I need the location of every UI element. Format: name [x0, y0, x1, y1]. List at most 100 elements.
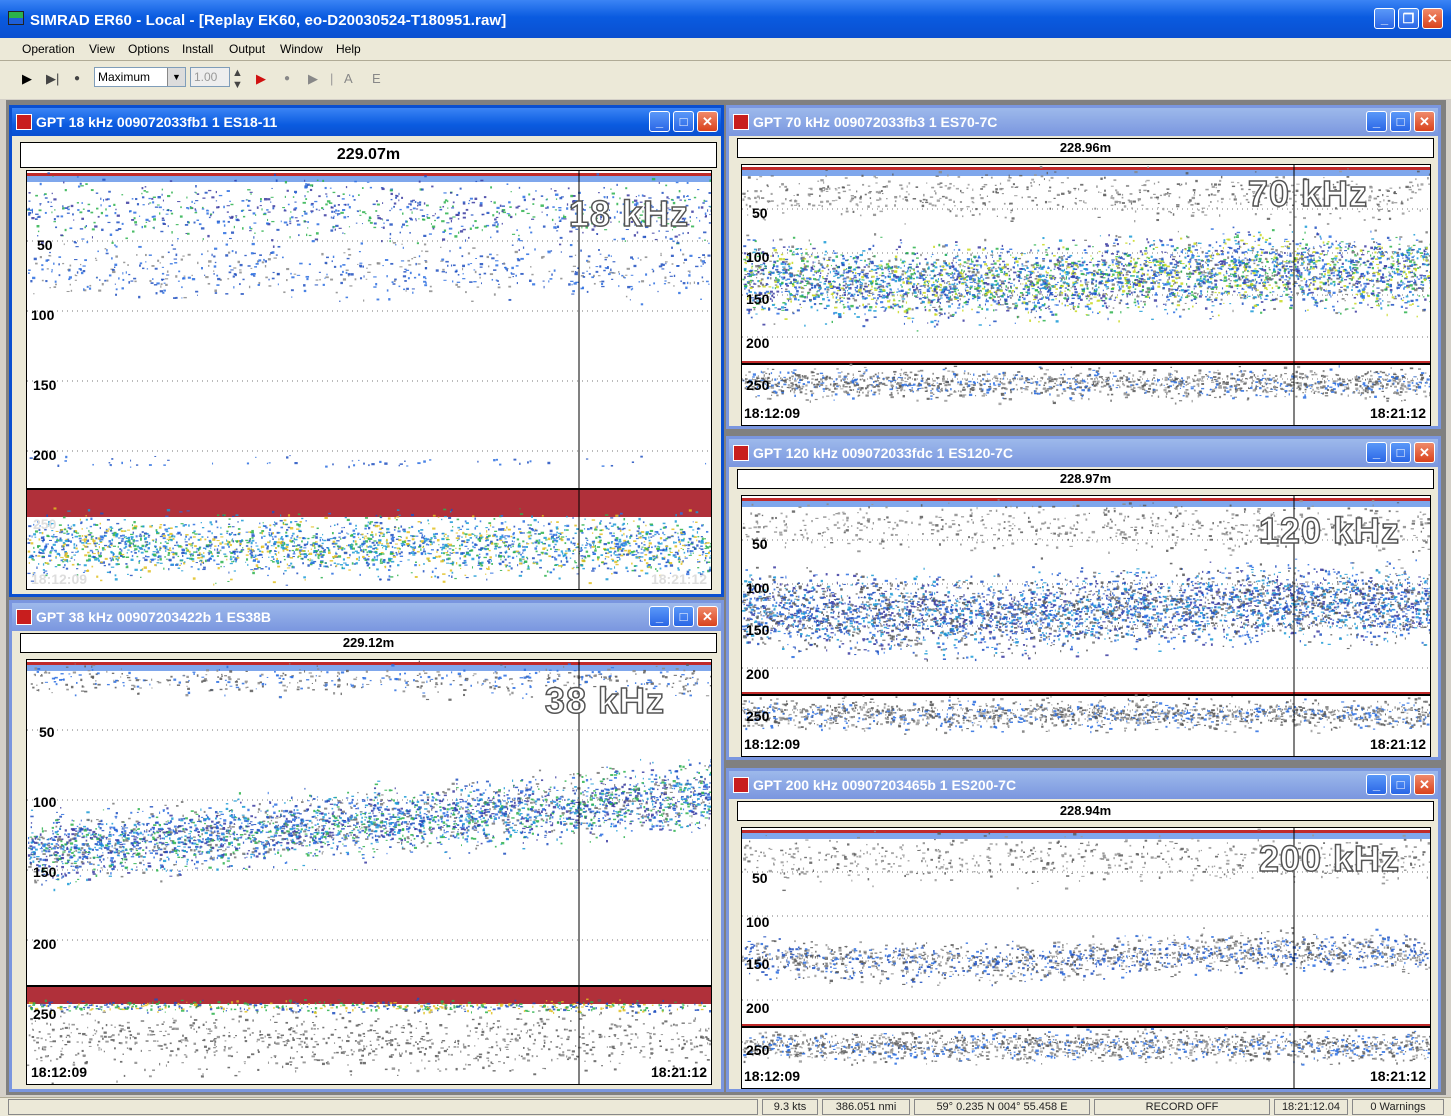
play-icon[interactable]: ▶	[22, 71, 32, 87]
depth-tick-label: 150	[746, 956, 769, 972]
menu-view[interactable]: View	[89, 42, 115, 56]
window-title-bar: GPT 200 kHz 00907203465b 1 ES200-7C _ □ …	[729, 771, 1438, 799]
end-time-label: 18:21:12	[1370, 405, 1426, 421]
depth-tick-label: 150	[33, 377, 56, 393]
window-controls: _ □ ✕	[1366, 774, 1435, 795]
echogram-canvas[interactable]: 200 kHz 50 100 150 200 250 18:12:09 18:2…	[741, 827, 1431, 1089]
restore-icon[interactable]: ❐	[1398, 8, 1419, 29]
maximize-icon[interactable]: □	[1390, 111, 1411, 132]
menu-output[interactable]: Output	[229, 42, 265, 56]
chevron-down-icon[interactable]: ▼	[167, 68, 185, 86]
depth-tick-label: 150	[746, 622, 769, 638]
close-icon[interactable]: ✕	[1414, 774, 1435, 795]
window-title-bar: GPT 120 kHz 009072033fdc 1 ES120-7C _ □ …	[729, 439, 1438, 467]
window-title: GPT 38 kHz 00907203422b 1 ES38B	[36, 609, 271, 625]
depth-tick-label: 150	[746, 291, 769, 307]
echogram-canvas[interactable]: 38 kHz 50 100 150 200 250 18:12:09 18:21…	[26, 659, 712, 1085]
pause-dot-icon[interactable]: ●	[284, 73, 290, 84]
echogram-canvas[interactable]: 70 kHz 50 100 150 200 250 18:12:09 18:21…	[741, 164, 1431, 426]
mdi-workspace: GPT 18 kHz 009072033fb1 1 ES18-11 _ □ ✕ …	[6, 100, 1446, 1095]
app-window-controls: _ ❐ ✕	[1374, 8, 1443, 29]
frequency-watermark: 18 kHz	[569, 193, 689, 235]
minimize-icon[interactable]: _	[1366, 774, 1387, 795]
frequency-watermark: 200 kHz	[1259, 838, 1400, 880]
end-time-label: 18:21:12	[1370, 1068, 1426, 1084]
close-icon[interactable]: ✕	[1414, 442, 1435, 463]
menu-help[interactable]: Help	[336, 42, 361, 56]
mode-select-value: Maximum	[98, 70, 150, 84]
depth-tick-label: 200	[746, 1000, 769, 1016]
mode-select[interactable]: Maximum ▼	[94, 67, 186, 87]
window-controls: _ □ ✕	[1366, 111, 1435, 132]
maximize-icon[interactable]: □	[1390, 442, 1411, 463]
window-title-bar: GPT 70 kHz 009072033fb3 1 ES70-7C _ □ ✕	[729, 108, 1438, 136]
depth-tick-label: 100	[746, 249, 769, 265]
simrad-window-icon	[733, 777, 749, 793]
end-time-label: 18:21:12	[1370, 736, 1426, 752]
depth-tick-label: 150	[33, 864, 56, 880]
echogram-window-120khz: GPT 120 kHz 009072033fdc 1 ES120-7C _ □ …	[726, 436, 1441, 760]
maximize-icon[interactable]: □	[673, 606, 694, 627]
window-title: GPT 70 kHz 009072033fb3 1 ES70-7C	[753, 114, 997, 130]
bottom-depth-readout: 229.12m	[20, 633, 717, 653]
maximize-icon[interactable]: □	[1390, 774, 1411, 795]
start-time-label: 18:12:09	[744, 1068, 800, 1084]
status-record: RECORD OFF	[1094, 1099, 1270, 1115]
close-icon[interactable]: ✕	[697, 111, 718, 132]
simrad-window-icon	[733, 445, 749, 461]
spin-up-down-icon[interactable]: ▲▼	[232, 67, 243, 91]
simrad-window-icon	[733, 114, 749, 130]
depth-tick-label: 50	[37, 237, 53, 253]
status-position: 59° 0.235 N 004° 55.458 E	[914, 1099, 1090, 1115]
minimize-icon[interactable]: _	[649, 606, 670, 627]
status-speed: 9.3 kts	[762, 1099, 818, 1115]
status-warnings[interactable]: 0 Warnings	[1352, 1099, 1444, 1115]
forward-icon[interactable]: ▶	[308, 71, 318, 87]
menu-options[interactable]: Options	[128, 42, 169, 56]
bottom-depth-readout: 228.94m	[737, 801, 1434, 821]
toolbar: ▶ ▶| ● Maximum ▼ 1.00 ▲▼ ▶ ● ▶ | A E	[0, 61, 1451, 99]
depth-tick-label: 100	[31, 307, 54, 323]
status-distance: 386.051 nmi	[822, 1099, 910, 1115]
start-time-label: 18:12:09	[31, 571, 87, 587]
depth-tick-label: 250	[746, 708, 769, 724]
status-time: 18:21:12.04	[1274, 1099, 1348, 1115]
menu-window[interactable]: Window	[280, 42, 323, 56]
depth-tick-label: 250	[33, 1006, 56, 1022]
frequency-watermark: 120 kHz	[1259, 510, 1400, 552]
record-play-icon[interactable]: ▶	[256, 71, 266, 87]
close-icon[interactable]: ✕	[1422, 8, 1443, 29]
speed-input[interactable]: 1.00	[190, 67, 230, 87]
echogram-window-200khz: GPT 200 kHz 00907203465b 1 ES200-7C _ □ …	[726, 768, 1441, 1092]
minimize-icon[interactable]: _	[649, 111, 670, 132]
minimize-icon[interactable]: _	[1366, 111, 1387, 132]
depth-tick-label: 50	[39, 724, 55, 740]
depth-tick-label: 100	[33, 794, 56, 810]
app-title-bar: SIMRAD ER60 - Local - [Replay EK60, eo-D…	[0, 0, 1451, 38]
close-icon[interactable]: ✕	[697, 606, 718, 627]
depth-tick-label: 200	[33, 936, 56, 952]
menu-operation[interactable]: Operation	[22, 42, 75, 56]
maximize-icon[interactable]: □	[673, 111, 694, 132]
end-time-label: 18:21:12	[651, 571, 707, 587]
minimize-icon[interactable]: _	[1374, 8, 1395, 29]
echogram-canvas[interactable]: 18 kHz 50 100 150 200 250 18:12:09 18:21…	[26, 170, 712, 590]
annotation-a-button[interactable]: A	[344, 71, 353, 86]
window-title: GPT 18 kHz 009072033fb1 1 ES18-11	[36, 114, 277, 130]
echogram-window-18khz: GPT 18 kHz 009072033fb1 1 ES18-11 _ □ ✕ …	[9, 105, 724, 597]
echogram-canvas[interactable]: 120 kHz 50 100 150 200 250 18:12:09 18:2…	[741, 495, 1431, 757]
depth-tick-label: 100	[746, 914, 769, 930]
bottom-depth-readout: 228.96m	[737, 138, 1434, 158]
window-title-bar: GPT 38 kHz 00907203422b 1 ES38B _ □ ✕	[12, 603, 721, 631]
stop-dot-icon[interactable]: ●	[74, 73, 80, 84]
minimize-icon[interactable]: _	[1366, 442, 1387, 463]
menu-install[interactable]: Install	[182, 42, 213, 56]
window-title: GPT 120 kHz 009072033fdc 1 ES120-7C	[753, 445, 1013, 461]
simrad-window-icon	[16, 114, 32, 130]
annotation-e-button[interactable]: E	[372, 71, 381, 86]
depth-tick-label: 50	[752, 536, 768, 552]
close-icon[interactable]: ✕	[1414, 111, 1435, 132]
step-icon[interactable]: ▶|	[46, 71, 59, 87]
depth-tick-label: 250	[33, 516, 56, 532]
window-controls: _ □ ✕	[1366, 442, 1435, 463]
